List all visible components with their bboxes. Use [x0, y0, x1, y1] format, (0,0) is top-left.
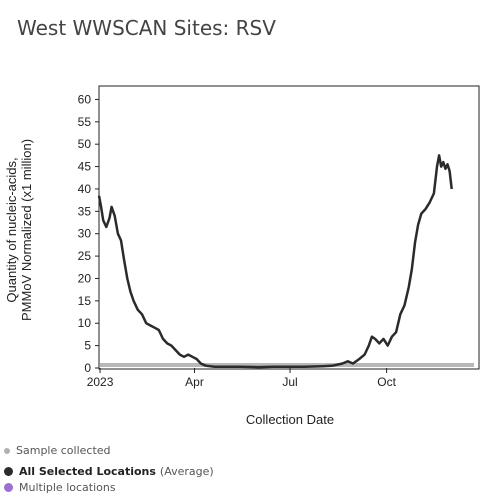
legend-all-selected-label: All Selected Locations: [19, 465, 156, 478]
y-tick-label: 15: [78, 294, 92, 308]
x-tick-label: Jul: [282, 375, 297, 389]
multiple-dot-icon: [4, 483, 13, 492]
legend-sample-label: Sample collected: [16, 444, 111, 457]
sample-dot-icon: [4, 447, 10, 454]
legend-average-label: (Average): [159, 465, 214, 478]
legend-multiple-locations[interactable]: Multiple locations: [4, 481, 116, 494]
legend-all-selected[interactable]: All Selected Locations (Average): [4, 465, 214, 478]
y-axis-label-line1: Quantity of nucleic-acids,: [4, 157, 19, 302]
legend-sample-collected: Sample collected: [4, 444, 111, 457]
x-tick-label: Oct: [377, 375, 396, 389]
legend-multiple-label: Multiple locations: [19, 481, 116, 494]
y-tick-label: 30: [78, 227, 92, 241]
x-tick-label: Apr: [185, 375, 204, 389]
plot-frame: [98, 85, 480, 370]
sample-collected-band: [100, 363, 474, 367]
y-tick-label: 5: [84, 339, 91, 353]
series-line-all-selected-locations: [97, 154, 453, 369]
x-axis: 2023 Apr Jul Oct: [87, 368, 397, 389]
x-axis-label: Collection Date: [246, 412, 334, 427]
y-tick-label: 35: [78, 204, 92, 218]
y-tick-label: 60: [78, 92, 92, 106]
y-tick-label: 10: [78, 316, 92, 330]
y-tick-label: 50: [78, 137, 92, 151]
y-tick-label: 55: [78, 115, 92, 129]
y-tick-label: 20: [78, 271, 92, 285]
x-tick-label: 2023: [87, 375, 114, 389]
y-tick-label: 25: [78, 249, 92, 263]
y-tick-label: 0: [84, 361, 91, 375]
all-selected-dot-icon: [4, 467, 13, 476]
y-tick-label: 45: [78, 160, 92, 174]
y-axis-label-line2: PMMoV Normalized (x1 million): [19, 139, 34, 321]
chart-title: West WWSCAN Sites: RSV: [17, 16, 276, 40]
y-axis: 0 5 10 15 20 25 30 35 40 45 50 55 60: [78, 92, 99, 375]
y-tick-label: 40: [78, 182, 92, 196]
